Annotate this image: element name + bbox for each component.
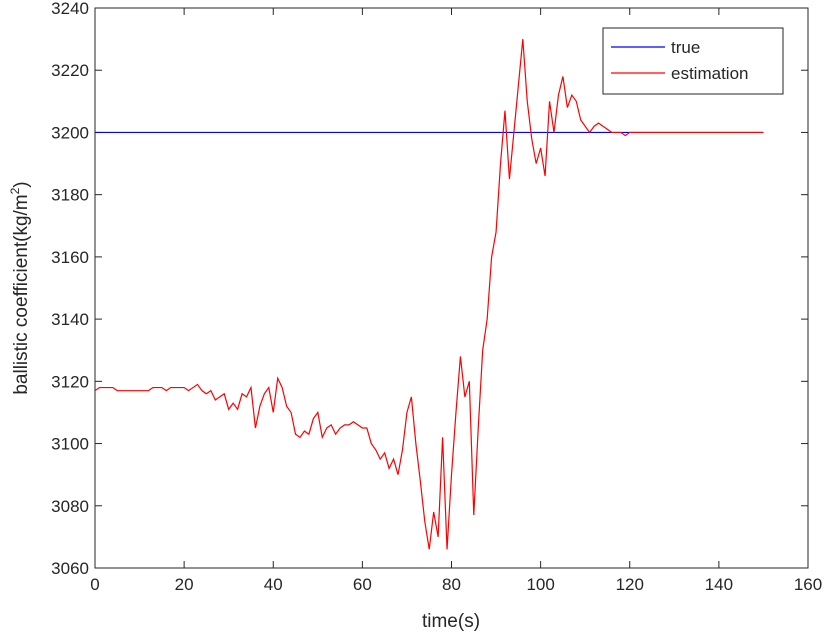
y-tick-label: 3220 xyxy=(51,61,89,80)
y-label-sup: 2 xyxy=(8,187,22,194)
x-tick-label: 40 xyxy=(264,575,283,594)
x-tick-label: 0 xyxy=(90,575,99,594)
x-tick-label: 60 xyxy=(353,575,372,594)
legend-label: estimation xyxy=(671,64,748,83)
x-tick-label: 20 xyxy=(175,575,194,594)
y-tick-label: 3240 xyxy=(51,0,89,18)
y-tick-label: 3200 xyxy=(51,123,89,142)
y-tick-label: 3180 xyxy=(51,186,89,205)
y-label-text: ballistic coefficient(kg/m xyxy=(11,194,32,394)
y-tick-label: 3140 xyxy=(51,310,89,329)
x-tick-label: 160 xyxy=(794,575,822,594)
x-tick-label: 140 xyxy=(705,575,733,594)
x-axis-label: time(s) xyxy=(422,611,480,632)
x-tick-label: 120 xyxy=(616,575,644,594)
y-tick-label: 3100 xyxy=(51,435,89,454)
x-tick-label: 100 xyxy=(526,575,554,594)
y-tick-label: 3160 xyxy=(51,248,89,267)
y-tick-label: 3060 xyxy=(51,559,89,578)
legend-box xyxy=(602,27,784,95)
y-tick-label: 3120 xyxy=(51,372,89,391)
series-line xyxy=(94,39,764,550)
x-tick-label: 80 xyxy=(442,575,461,594)
legend-label: true xyxy=(671,38,700,57)
y-label-end: ) xyxy=(11,181,32,187)
y-axis-label: ballistic coefficient(kg/m2) xyxy=(8,181,32,394)
y-tick-label: 3080 xyxy=(51,497,89,516)
